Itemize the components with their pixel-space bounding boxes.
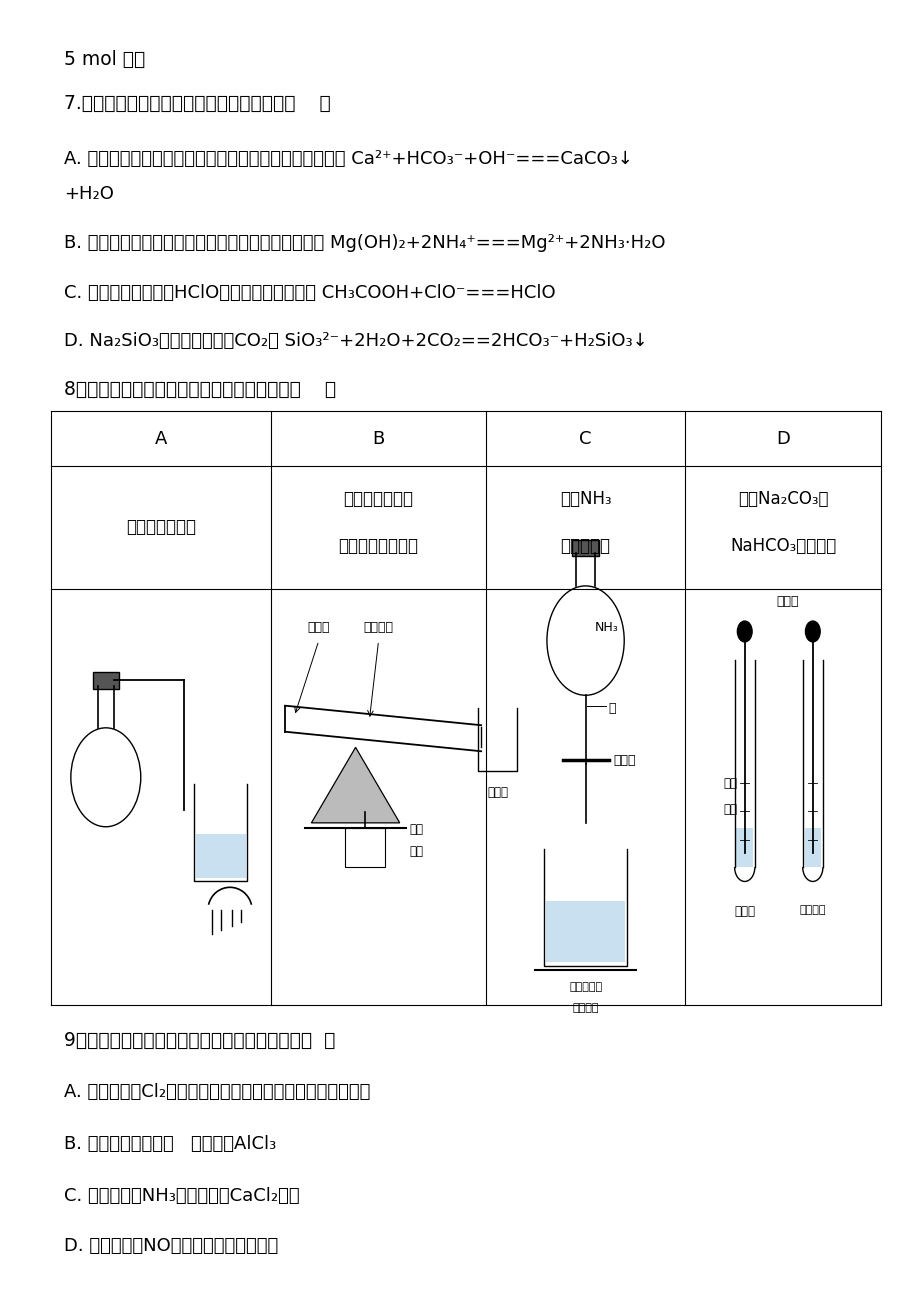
- Text: C. 消毒液加白醒生成HClO，可增强漂白作用： CH₃COOH+ClO⁻===HClO: C. 消毒液加白醒生成HClO，可增强漂白作用： CH₃COOH+ClO⁻===…: [64, 284, 555, 302]
- Bar: [803, 828, 821, 867]
- Text: B. 向氢氧化镁悬浊液中滴加氯化铵溶液，沉淠溶解： Mg(OH)₂+2NH₄⁺===Mg²⁺+2NH₃·H₂O: B. 向氢氧化镁悬浊液中滴加氯化铵溶液，沉淠溶解： Mg(OH)₂+2NH₄⁺=…: [64, 234, 665, 253]
- Text: 极易溶于水: 极易溶于水: [560, 536, 610, 555]
- Circle shape: [805, 621, 820, 642]
- Text: D: D: [776, 430, 789, 448]
- Text: 碳酸氢钠: 碳酸氢钠: [799, 905, 825, 915]
- Text: 反应后生成的气体: 反应后生成的气体: [338, 536, 418, 555]
- Text: 水（滴加少: 水（滴加少: [568, 982, 602, 992]
- Text: 外壁: 外壁: [722, 803, 736, 816]
- Text: 点燃: 点燃: [408, 845, 423, 858]
- Text: 5 mol 电子: 5 mol 电子: [64, 49, 145, 69]
- Text: 碳酸钠: 碳酸钠: [733, 905, 754, 918]
- Text: C: C: [579, 430, 591, 448]
- Text: B: B: [372, 430, 384, 448]
- Bar: [93, 672, 119, 689]
- Text: NaHCO₃的热效应: NaHCO₃的热效应: [730, 536, 835, 555]
- Text: 还原铁粉: 还原铁粉: [363, 621, 393, 634]
- Text: A: A: [154, 430, 167, 448]
- Text: A. 实验室制取Cl₂：盛浓盐酸的分液漏斗不能用长颈漏斗代替: A. 实验室制取Cl₂：盛浓盐酸的分液漏斗不能用长颈漏斗代替: [64, 1083, 370, 1101]
- Text: 7.下列离子方程式与现象均书写不正确的是（    ）: 7.下列离子方程式与现象均书写不正确的是（ ）: [64, 94, 331, 113]
- Text: 明火: 明火: [408, 823, 423, 836]
- Text: 湿棉花: 湿棉花: [307, 621, 330, 634]
- Bar: [196, 833, 245, 878]
- Bar: [735, 828, 752, 867]
- Text: D. 实验室制取NO：可用上排空气法收集: D. 实验室制取NO：可用上排空气法收集: [64, 1237, 278, 1255]
- Polygon shape: [311, 747, 399, 823]
- Bar: [572, 540, 599, 556]
- Text: 比较Na₂CO₃和: 比较Na₂CO₃和: [737, 490, 828, 508]
- Text: 肥皂液: 肥皂液: [487, 786, 507, 799]
- Text: 9．下列关于物质的制备、生产的说法正确的是（  ）: 9．下列关于物质的制备、生产的说法正确的是（ ）: [64, 1031, 335, 1051]
- Text: NH₃: NH₃: [595, 621, 618, 634]
- Text: +H₂O: +H₂O: [64, 185, 114, 203]
- Text: 触摸: 触摸: [722, 777, 736, 790]
- Text: 验证NH₃: 验证NH₃: [559, 490, 611, 508]
- Bar: [546, 901, 625, 962]
- Text: C. 实验室制取NH₃：可用无水CaCl₂干燥: C. 实验室制取NH₃：可用无水CaCl₂干燥: [64, 1187, 300, 1206]
- Circle shape: [736, 621, 752, 642]
- Text: A. 向碳酸氢铵溶液中加入足量石灰水，有白色沉淠生成： Ca²⁺+HCO₃⁻+OH⁻===CaCO₃↓: A. 向碳酸氢铵溶液中加入足量石灰水，有白色沉淠生成： Ca²⁺+HCO₃⁻+O…: [64, 150, 632, 168]
- Text: 少量水: 少量水: [776, 595, 799, 608]
- Text: B. 工业制取金属铝：   电解燘融AlCl₃: B. 工业制取金属铝： 电解燘融AlCl₃: [64, 1135, 277, 1154]
- Text: 8．欲进行下列实验，其方案设计不合理的是（    ）: 8．欲进行下列实验，其方案设计不合理的是（ ）: [64, 380, 336, 400]
- Text: 检验装置气密性: 检验装置气密性: [126, 518, 196, 536]
- Text: 量酚酞）: 量酚酞）: [572, 1003, 598, 1013]
- Text: 检验鐵与水萙气: 检验鐵与水萙气: [343, 490, 414, 508]
- Text: D. Na₂SiO₃溶液中加入过量CO₂： SiO₃²⁻+2H₂O+2CO₂==2HCO₃⁻+H₂SiO₃↓: D. Na₂SiO₃溶液中加入过量CO₂： SiO₃²⁻+2H₂O+2CO₂==…: [64, 332, 648, 350]
- Bar: [344, 828, 384, 867]
- Text: 止水夹: 止水夹: [613, 754, 635, 767]
- Text: 水: 水: [608, 702, 616, 715]
